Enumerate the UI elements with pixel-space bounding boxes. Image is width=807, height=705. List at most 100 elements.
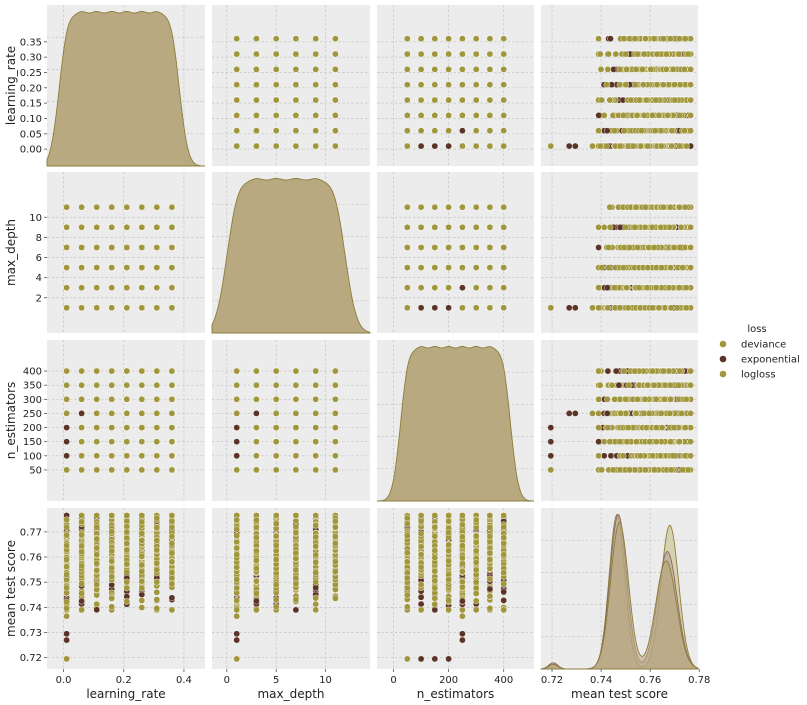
scatter-point (459, 142, 466, 150)
scatter-point (623, 66, 630, 73)
scatter-point (459, 127, 466, 134)
scatter-point (687, 112, 694, 119)
scatter-point (312, 66, 320, 73)
scatter-point (431, 50, 439, 58)
scatter-point (459, 35, 466, 43)
scatter-point (445, 96, 452, 104)
scatter-point (603, 142, 610, 150)
scatter-point (668, 127, 676, 134)
scatter-point (671, 81, 678, 88)
scatter-point (312, 35, 320, 43)
scatter-point (640, 112, 648, 119)
scatter-point (486, 127, 494, 134)
scatter-point (312, 96, 320, 104)
scatter-point (472, 35, 480, 43)
scatter-point (253, 66, 260, 73)
scatter-point (272, 81, 280, 88)
scatter-point (312, 50, 320, 58)
scatter-point (312, 142, 320, 150)
scatter-point (63, 223, 70, 231)
scatter-point (616, 81, 624, 88)
scatter-point (603, 127, 611, 134)
scatter-point (403, 35, 411, 43)
scatter-point (616, 66, 624, 73)
scatter-point (640, 81, 647, 88)
scatter-point (292, 112, 300, 119)
scatter-point (632, 66, 640, 73)
scatter-point (403, 127, 411, 134)
scatter-point (417, 96, 425, 104)
scatter-point (63, 284, 70, 292)
scatter-point (629, 142, 637, 150)
scatter-point (627, 96, 635, 104)
scatter-point (633, 112, 641, 119)
scatter-point (292, 50, 300, 58)
scatter-point (403, 81, 411, 88)
scatter-point (431, 66, 439, 73)
scatter-point (660, 81, 667, 88)
scatter-point (63, 244, 70, 251)
scatter-point (660, 35, 667, 43)
scatter-point (417, 81, 425, 88)
scatter-point (417, 35, 425, 43)
scatter-point (332, 112, 339, 119)
scatter-point (687, 81, 694, 88)
scatter-point (500, 35, 508, 43)
scatter-point (472, 142, 480, 150)
scatter-point (675, 50, 683, 58)
panel-learning-rate-vs-learning-rate (46, 5, 206, 167)
panel-learning-rate-vs-max-depth (212, 5, 370, 166)
scatter-point (78, 304, 85, 312)
scatter-point (620, 112, 627, 119)
scatter-point (253, 81, 260, 88)
scatter-point (595, 127, 602, 134)
scatter-point (292, 81, 300, 88)
scatter-point (233, 81, 240, 88)
scatter-point (486, 81, 494, 88)
scatter-point (605, 50, 612, 58)
scatter-point (649, 112, 656, 119)
scatter-point (612, 50, 620, 58)
scatter-point (486, 142, 494, 150)
scatter-point (653, 81, 661, 88)
scatter-point (292, 142, 300, 150)
scatter-point (445, 66, 452, 73)
scatter-point (676, 142, 683, 150)
scatter-point (500, 81, 508, 88)
scatter-point (598, 96, 606, 104)
scatter-point (676, 112, 683, 119)
scatter-point (272, 142, 280, 150)
scatter-point (253, 112, 260, 119)
scatter-point (595, 35, 602, 43)
scatter-point (431, 81, 439, 88)
scatter-point (417, 112, 425, 119)
scatter-point (500, 50, 508, 58)
scatter-point (547, 142, 555, 150)
scatter-point (500, 66, 508, 73)
scatter-point (681, 127, 688, 134)
scatter-point (332, 35, 339, 43)
scatter-point (332, 50, 339, 58)
scatter-point (233, 127, 240, 134)
scatter-point (650, 35, 658, 43)
scatter-point (459, 96, 466, 104)
scatter-point (486, 96, 494, 104)
scatter-point (233, 50, 240, 58)
scatter-point (272, 96, 280, 104)
scatter-point (431, 127, 439, 134)
kde-curve-0 (46, 10, 206, 167)
scatter-point (272, 112, 280, 119)
scatter-point (683, 142, 690, 150)
scatter-point (445, 35, 452, 43)
scatter-point (445, 142, 452, 150)
scatter-point (403, 96, 411, 104)
scatter-point (312, 112, 320, 119)
scatter-point (636, 96, 643, 104)
scatter-point (631, 35, 639, 43)
scatter-point (272, 50, 280, 58)
scatter-point (640, 50, 648, 58)
scatter-point (459, 66, 466, 73)
scatter-point (486, 50, 494, 58)
scatter-point (417, 127, 425, 134)
